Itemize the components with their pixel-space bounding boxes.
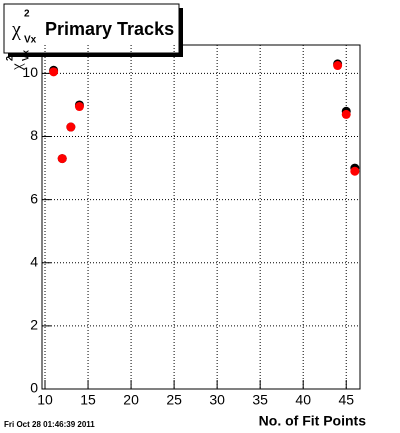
y-tick-label: 0 bbox=[30, 380, 38, 396]
y-tick-label: 4 bbox=[30, 253, 38, 269]
footer: Fri Oct 28 01:46:39 2011 bbox=[4, 420, 95, 429]
x-tick-label: 15 bbox=[80, 392, 96, 408]
frame bbox=[41, 44, 361, 390]
x-tick-label: 45 bbox=[338, 392, 354, 408]
y-tick-label: 6 bbox=[30, 190, 38, 206]
point bbox=[66, 122, 76, 132]
point bbox=[57, 154, 67, 164]
title-box bbox=[3, 3, 180, 54]
x-tick-label: 35 bbox=[252, 392, 268, 408]
y-tick-label: 8 bbox=[30, 127, 38, 143]
y-label-sub: Vx bbox=[20, 50, 30, 61]
point bbox=[333, 61, 343, 71]
x-tick-label: 25 bbox=[166, 392, 182, 408]
x-tick-label: 40 bbox=[295, 392, 311, 408]
x-tick-label: 30 bbox=[209, 392, 225, 408]
title-sub: Vx bbox=[24, 35, 37, 46]
y-label-sup: 2 bbox=[4, 56, 14, 61]
chart-title: Primary Tracks bbox=[45, 19, 174, 39]
x-label: No. of Fit Points bbox=[259, 413, 367, 429]
title-sup: 2 bbox=[24, 9, 30, 20]
x-tick-label: 10 bbox=[37, 392, 53, 408]
point bbox=[350, 166, 360, 176]
title-symbol: χ bbox=[11, 19, 21, 41]
y-label-symbol: χ bbox=[9, 63, 25, 71]
x-tick-label: 20 bbox=[123, 392, 139, 408]
point bbox=[341, 109, 351, 119]
y-tick-label: 2 bbox=[30, 317, 38, 333]
point bbox=[74, 102, 84, 112]
point bbox=[49, 67, 59, 77]
y-tick-label: 10 bbox=[22, 64, 38, 80]
